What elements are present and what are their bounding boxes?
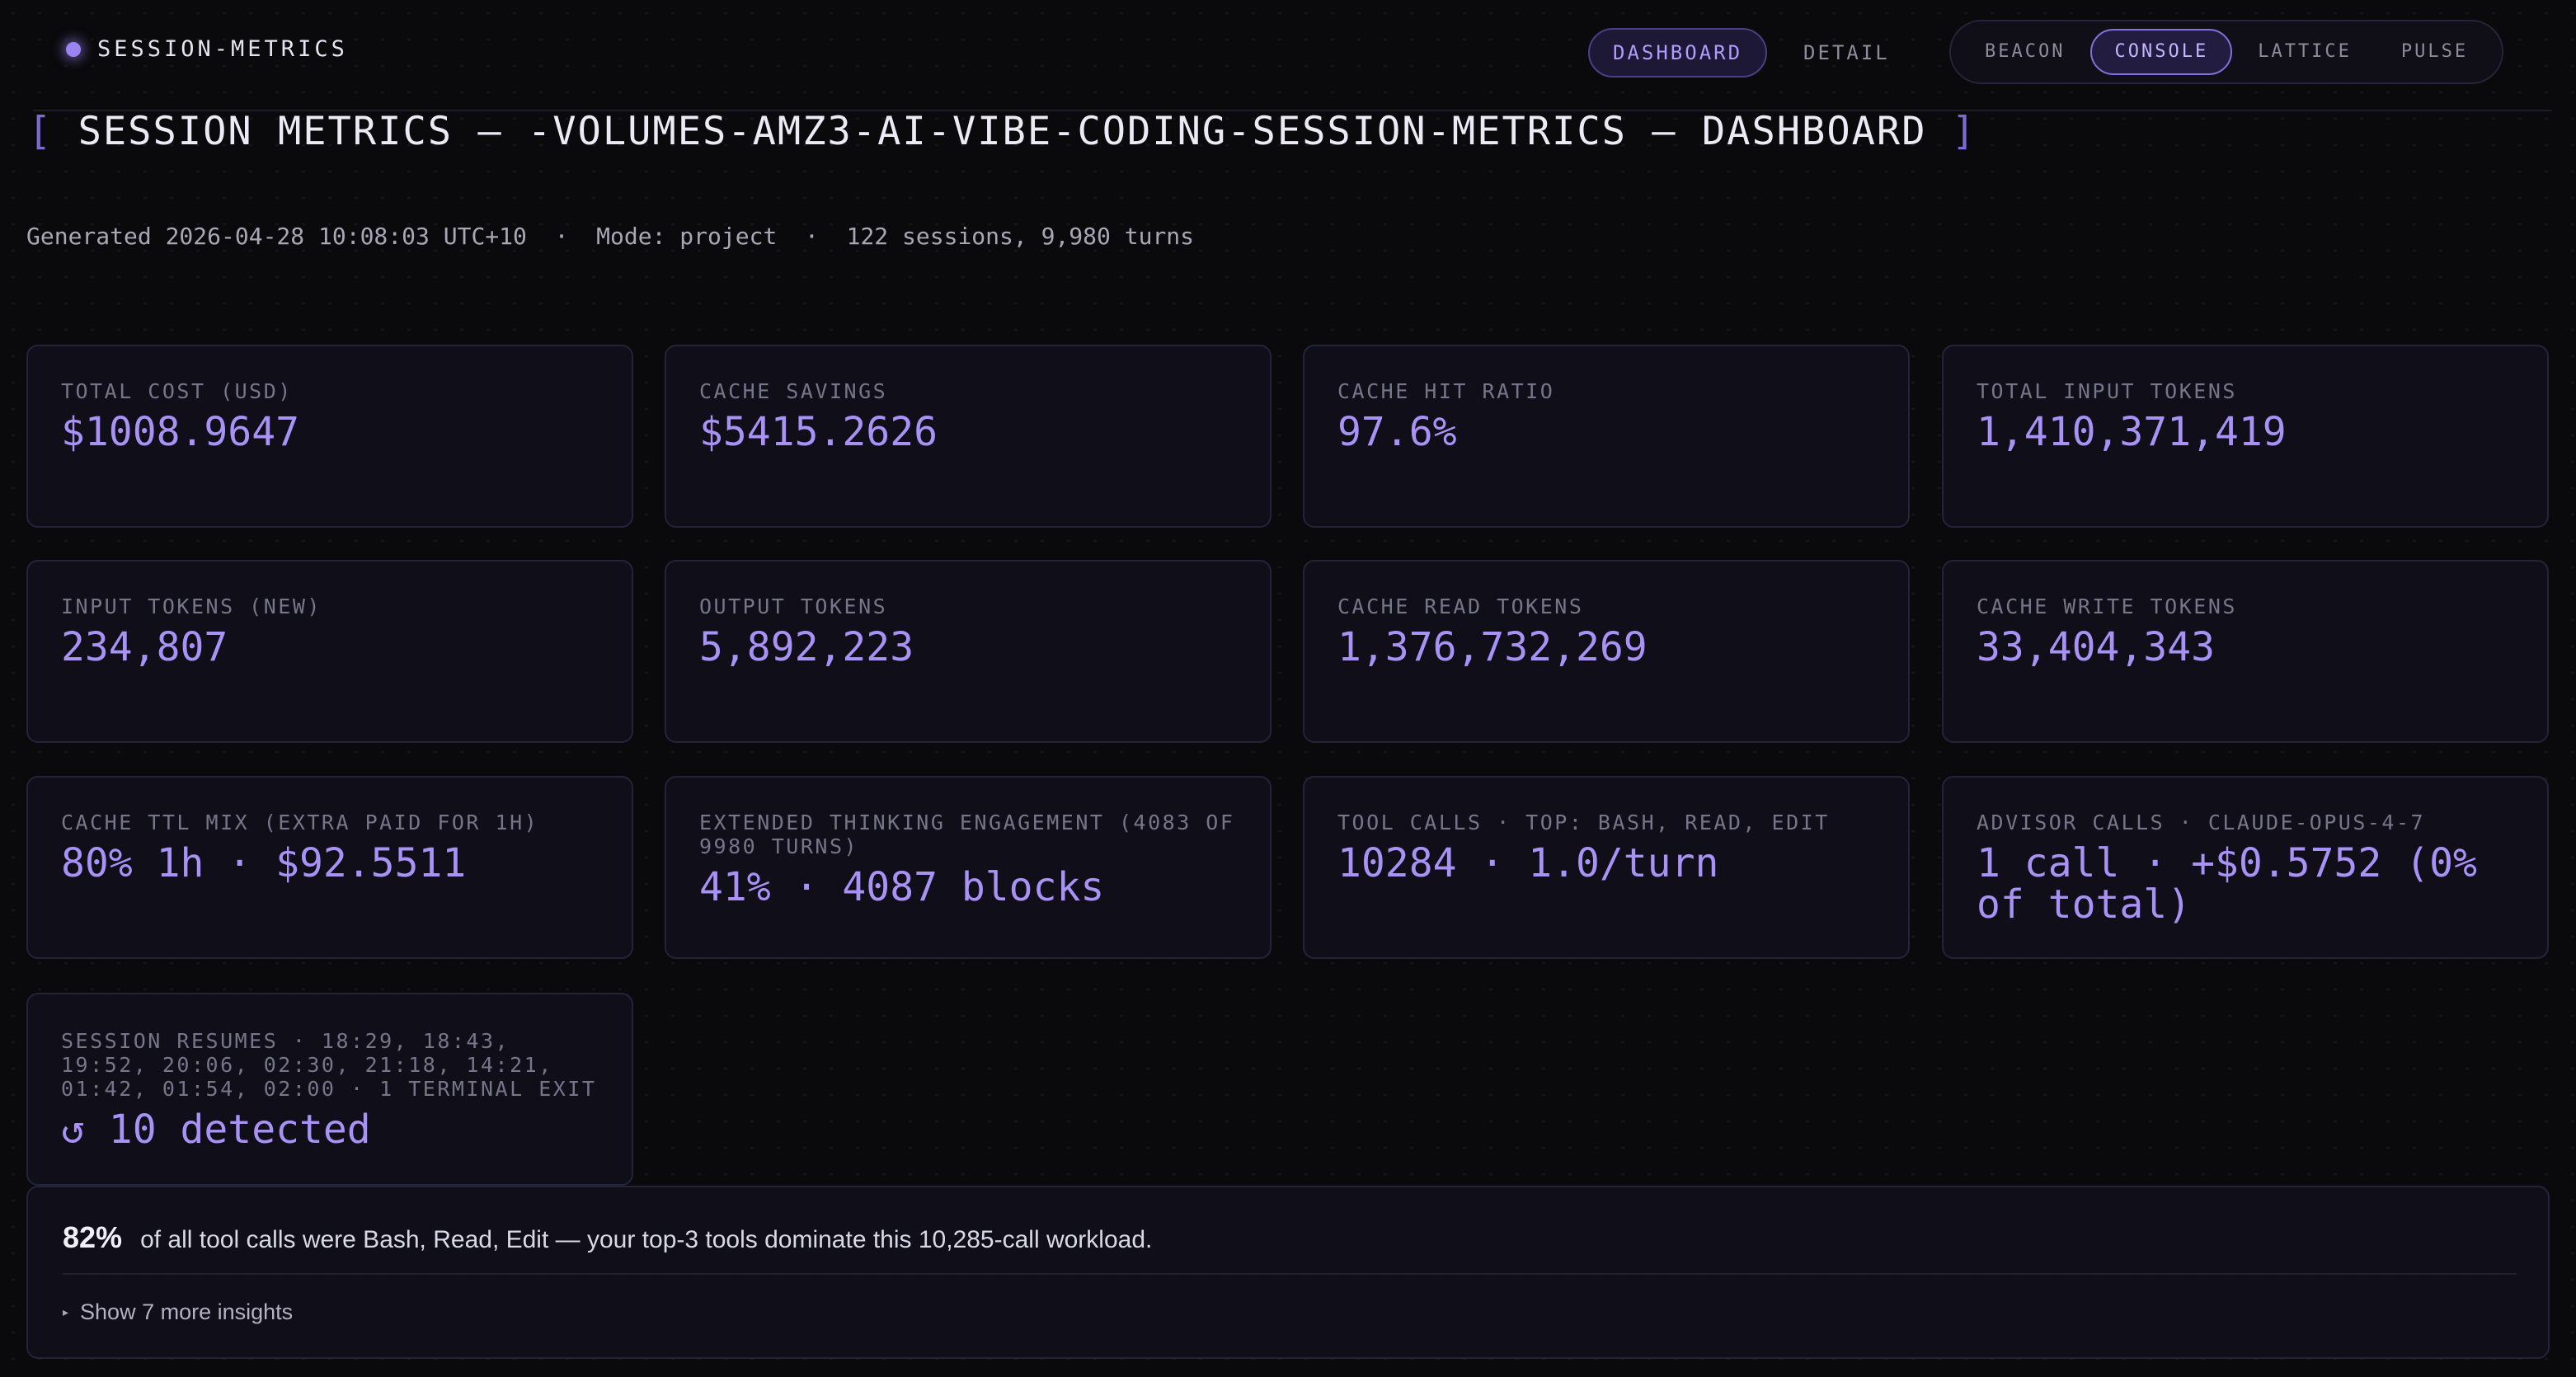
metric-value: 1,410,371,419 (1977, 409, 2287, 455)
metric-value: 234,807 (61, 624, 228, 670)
metric-value: 33,404,343 (1977, 624, 2215, 670)
tab-detail[interactable]: DETAIL (1803, 41, 1890, 64)
metric-label: TOOL CALLS · TOP: BASH, READ, EDIT (1337, 811, 1830, 834)
brand-dot-icon (66, 41, 81, 57)
show-more-label: Show 7 more insights (80, 1299, 294, 1324)
metric-value: $5415.2626 (699, 409, 938, 455)
metric-label: TOTAL INPUT TOKENS (1977, 379, 2237, 403)
view-tabs: DASHBOARD DETAIL (1588, 28, 1915, 78)
metric-label: CACHE SAVINGS (699, 379, 888, 403)
brand[interactable]: SESSION-METRICS (66, 36, 348, 62)
metric-label: CACHE READ TOKENS (1337, 595, 1584, 618)
metric-card-advisor-calls: ADVISOR CALLS · CLAUDE-OPUS-4-7 1 call ·… (1942, 776, 2549, 959)
theme-console[interactable]: CONSOLE (2090, 29, 2233, 75)
metric-value: 10284 · 1.0/turn (1337, 840, 1719, 886)
top-nav-bar: SESSION-METRICS DASHBOARD DETAIL BEACON … (0, 0, 2576, 110)
metric-card-tool-calls: TOOL CALLS · TOP: BASH, READ, EDIT 10284… (1303, 776, 1910, 959)
metric-label: CACHE HIT RATIO (1337, 379, 1555, 403)
metric-card-session-resumes: SESSION RESUMES · 18:29, 18:43, 19:52, 2… (26, 993, 633, 1186)
title-bracket-close: ] (1951, 109, 1977, 154)
metric-value: 5,892,223 (699, 624, 914, 670)
insight-item: 82% of all tool calls were Bash, Read, E… (63, 1220, 1152, 1255)
title-bracket-open: [ (28, 109, 54, 154)
metric-label: CACHE TTL MIX (EXTRA PAID FOR 1H) (61, 811, 539, 834)
metric-card-total-cost: TOTAL COST (USD) $1008.9647 (26, 345, 633, 528)
metric-value: 1 call · +$0.5752 (0% of total) (1977, 840, 2477, 928)
metric-value: ↺ 10 detected (61, 1107, 371, 1153)
header-divider (33, 110, 2551, 111)
metric-label: ADVISOR CALLS · CLAUDE-OPUS-4-7 (1977, 811, 2426, 834)
generated-meta: Generated 2026-04-28 10:08:03 UTC+10 · M… (26, 223, 1195, 250)
tab-dashboard[interactable]: DASHBOARD (1588, 28, 1768, 78)
theme-switcher: BEACON CONSOLE LATTICE PULSE (1949, 20, 2504, 84)
theme-beacon[interactable]: BEACON (1985, 41, 2066, 62)
insight-highlight: 82% (63, 1220, 123, 1254)
page-title: [ SESSION METRICS — -VOLUMES-AMZ3-AI-VIB… (28, 109, 1977, 154)
metric-card-cache-savings: CACHE SAVINGS $5415.2626 (665, 345, 1272, 528)
insights-panel: 82% of all tool calls were Bash, Read, E… (26, 1186, 2550, 1359)
metric-card-cache-write-tokens: CACHE WRITE TOKENS 33,404,343 (1942, 560, 2549, 743)
metric-value: 41% · 4087 blocks (699, 864, 1105, 910)
theme-lattice[interactable]: LATTICE (2258, 41, 2352, 62)
metric-card-cache-read-tokens: CACHE READ TOKENS 1,376,732,269 (1303, 560, 1910, 743)
metric-value: 1,376,732,269 (1337, 624, 1648, 670)
caret-right-icon: ▸ (63, 1305, 69, 1318)
metric-card-cache-ttl-mix: CACHE TTL MIX (EXTRA PAID FOR 1H) 80% 1h… (26, 776, 633, 959)
metric-value: 97.6% (1337, 409, 1457, 455)
metric-card-input-tokens-new: INPUT TOKENS (NEW) 234,807 (26, 560, 633, 743)
insights-divider (63, 1273, 2517, 1275)
metric-card-extended-thinking: EXTENDED THINKING ENGAGEMENT (4083 OF 99… (665, 776, 1272, 959)
metric-value: $1008.9647 (61, 409, 299, 455)
metric-label: SESSION RESUMES · 18:29, 18:43, 19:52, 2… (61, 1029, 597, 1101)
metric-card-total-input-tokens: TOTAL INPUT TOKENS 1,410,371,419 (1942, 345, 2549, 528)
theme-pulse[interactable]: PULSE (2400, 41, 2469, 62)
brand-name: SESSION-METRICS (97, 36, 348, 62)
metric-label: INPUT TOKENS (NEW) (61, 595, 322, 618)
metric-label: CACHE WRITE TOKENS (1977, 595, 2237, 618)
show-more-insights-toggle[interactable]: ▸ Show 7 more insights (63, 1299, 293, 1325)
metric-value: 80% 1h · $92.5511 (61, 840, 467, 886)
metric-label: TOTAL COST (USD) (61, 379, 293, 403)
insight-text: of all tool calls were Bash, Read, Edit … (140, 1226, 1153, 1253)
metric-label: OUTPUT TOKENS (699, 595, 888, 618)
metric-label: EXTENDED THINKING ENGAGEMENT (4083 OF 99… (699, 811, 1235, 858)
metric-card-cache-hit-ratio: CACHE HIT RATIO 97.6% (1303, 345, 1910, 528)
metric-card-output-tokens: OUTPUT TOKENS 5,892,223 (665, 560, 1272, 743)
page-title-text: SESSION METRICS — -VOLUMES-AMZ3-AI-VIBE-… (78, 109, 1927, 154)
